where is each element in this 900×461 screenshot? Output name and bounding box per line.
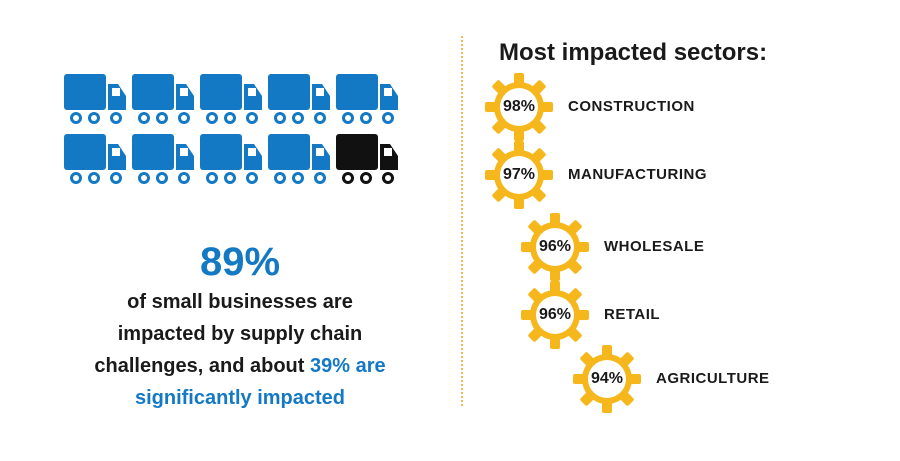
sector-label: WHOLESALE (604, 238, 705, 255)
sector-label: RETAIL (604, 306, 661, 323)
sectors-title: Most impacted sectors: (499, 39, 768, 66)
headline-line: of small businesses are (127, 291, 353, 313)
sector-label: CONSTRUCTION (568, 98, 695, 115)
truck-icon (267, 133, 331, 186)
sector-percent: 94% (590, 370, 624, 387)
sector-label: AGRICULTURE (656, 370, 770, 387)
headline-accent: 39% are (309, 355, 386, 377)
truck-icon (63, 73, 127, 126)
sector-label: MANUFACTURING (568, 166, 707, 183)
truck-icon (199, 133, 263, 186)
sector-percent: 98% (502, 98, 536, 115)
truck-icon (199, 73, 263, 126)
headline-line: impacted by supply chain (117, 323, 363, 345)
dotted-divider (461, 36, 463, 406)
headline-percent: 89% (199, 240, 281, 284)
truck-grid (62, 72, 402, 190)
sector-percent: 96% (538, 238, 572, 255)
headline-line-accent: significantly impacted (134, 387, 346, 409)
main-statistic: 89% of small businesses are impacted by … (40, 238, 440, 414)
truck-icon (335, 73, 399, 126)
sector-percent: 97% (502, 166, 536, 183)
truck-icon (63, 133, 127, 186)
sector-percent: 96% (538, 306, 572, 323)
truck-icon (267, 73, 331, 126)
truck-icon (131, 133, 195, 186)
truck-icon (131, 73, 195, 126)
truck-icon-highlighted (335, 133, 399, 186)
headline-text: challenges, and about (94, 355, 305, 377)
headline-description: of small businesses are impacted by supp… (40, 286, 440, 414)
headline-line: challenges, and about 39% are (40, 350, 440, 382)
